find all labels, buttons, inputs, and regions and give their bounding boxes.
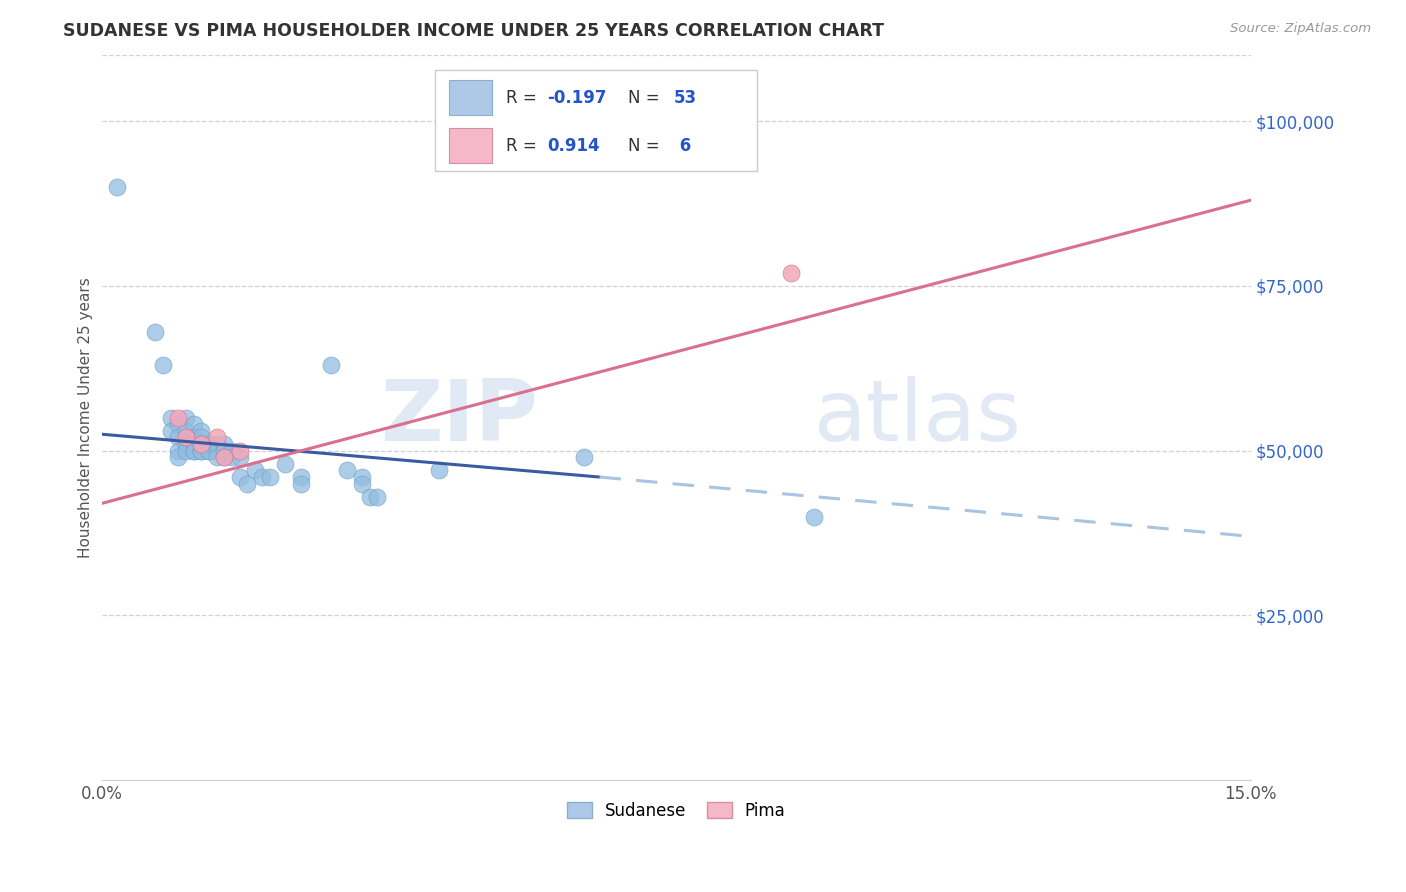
Point <box>212 450 235 465</box>
Point <box>205 430 228 444</box>
Point <box>183 430 205 444</box>
Text: R =: R = <box>506 136 543 155</box>
Point <box>259 470 281 484</box>
Point <box>183 443 205 458</box>
Point <box>212 437 235 451</box>
Text: N =: N = <box>628 136 665 155</box>
Point <box>190 424 212 438</box>
Text: 0.914: 0.914 <box>547 136 600 155</box>
Point <box>205 437 228 451</box>
Bar <box>449 80 492 115</box>
Point <box>321 358 343 372</box>
Point <box>105 180 128 194</box>
Point <box>183 437 205 451</box>
Point <box>366 490 388 504</box>
Point <box>174 437 197 451</box>
Point <box>152 358 174 372</box>
Point <box>190 437 212 451</box>
Point <box>221 450 243 465</box>
Point <box>183 417 205 432</box>
Point <box>212 450 235 465</box>
Point <box>228 450 250 465</box>
Text: R =: R = <box>506 88 543 106</box>
Point <box>228 470 250 484</box>
Point <box>205 443 228 458</box>
Point <box>174 424 197 438</box>
Point <box>190 443 212 458</box>
Point <box>574 450 596 465</box>
Point <box>780 266 803 280</box>
Point <box>205 450 228 465</box>
Text: 6: 6 <box>673 136 692 155</box>
Point <box>221 443 243 458</box>
Point <box>336 463 359 477</box>
Point <box>228 443 250 458</box>
Point <box>183 443 205 458</box>
Point <box>143 325 166 339</box>
Point <box>167 443 190 458</box>
Text: -0.197: -0.197 <box>547 88 607 106</box>
Point <box>427 463 450 477</box>
Point <box>174 443 197 458</box>
FancyBboxPatch shape <box>434 70 756 171</box>
Point <box>174 430 197 444</box>
Point <box>252 470 274 484</box>
Text: SUDANESE VS PIMA HOUSEHOLDER INCOME UNDER 25 YEARS CORRELATION CHART: SUDANESE VS PIMA HOUSEHOLDER INCOME UNDE… <box>63 22 884 40</box>
Legend: Sudanese, Pima: Sudanese, Pima <box>560 795 792 826</box>
Point <box>243 463 266 477</box>
Point <box>212 443 235 458</box>
Point <box>167 430 190 444</box>
Text: 53: 53 <box>673 88 697 106</box>
Point <box>167 410 190 425</box>
Point <box>359 490 381 504</box>
Point <box>167 417 190 432</box>
Text: Source: ZipAtlas.com: Source: ZipAtlas.com <box>1230 22 1371 36</box>
Point <box>290 476 312 491</box>
Point <box>290 470 312 484</box>
Point <box>803 509 825 524</box>
Point <box>352 470 374 484</box>
Point <box>159 410 181 425</box>
Point <box>198 443 221 458</box>
Point <box>190 443 212 458</box>
Bar <box>449 128 492 163</box>
Point <box>236 476 259 491</box>
Text: ZIP: ZIP <box>381 376 538 459</box>
Y-axis label: Householder Income Under 25 years: Householder Income Under 25 years <box>79 277 93 558</box>
Point <box>198 437 221 451</box>
Point <box>198 443 221 458</box>
Text: N =: N = <box>628 88 665 106</box>
Point <box>352 476 374 491</box>
Point <box>274 457 297 471</box>
Point <box>174 410 197 425</box>
Point <box>174 437 197 451</box>
Point <box>159 424 181 438</box>
Point <box>190 437 212 451</box>
Text: atlas: atlas <box>814 376 1022 459</box>
Point <box>190 430 212 444</box>
Point <box>167 450 190 465</box>
